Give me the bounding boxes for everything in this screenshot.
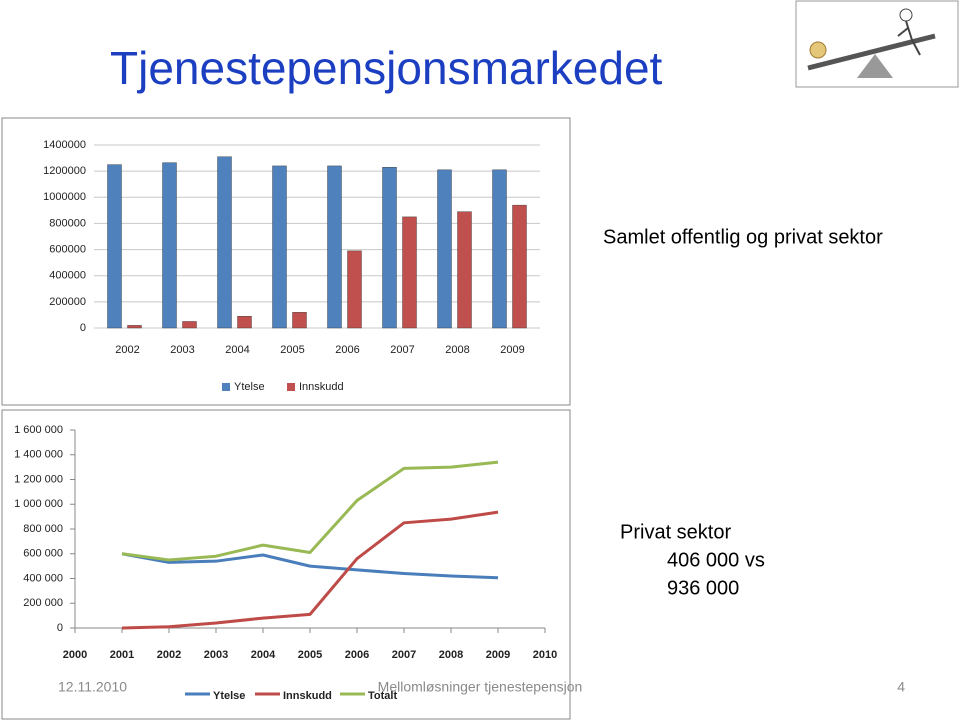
note: Samlet offentlig og privat sektor [603,226,883,248]
legend-label: Ytelse [213,690,245,702]
x-tick-label: 2009 [500,344,524,356]
chart-frame [1,117,571,406]
bar [127,325,142,329]
line [121,510,499,630]
y-tick-label: 1 000 000 [14,498,63,510]
x-tick-label: 2004 [251,649,276,661]
x-tick-label: 2000 [63,649,87,661]
legend-label: Ytelse [234,381,265,393]
slide-title: Tjenestepensjonsmarkedet [110,42,663,94]
line [121,460,499,562]
bar [292,312,307,329]
x-tick-label: 2007 [392,649,416,661]
x-tick-label: 2005 [298,649,322,661]
bar [327,165,342,329]
legend-label: Totalt [368,690,397,702]
bar [347,250,362,329]
y-tick-label: 1 400 000 [14,449,63,461]
y-tick-label: 1400000 [43,139,86,151]
bar [512,204,527,329]
footer-text: Mellomløsninger tjenestepensjon [378,679,583,695]
y-tick-label: 1 600 000 [14,424,63,436]
x-tick-label: 2002 [157,649,181,661]
note: 936 000 [667,577,739,599]
x-tick-label: 2007 [390,344,414,356]
bar [437,169,452,329]
bar [162,162,177,329]
x-tick-label: 2006 [335,344,359,356]
seesaw-icon [795,0,959,88]
x-tick-label: 2002 [115,344,139,356]
x-tick-label: 2005 [280,344,304,356]
y-tick-label: 600 000 [23,548,63,560]
chart-frame [1,409,571,720]
y-tick-label: 800 000 [23,523,63,535]
y-tick-label: 0 [80,322,86,334]
x-tick-label: 2003 [204,649,228,661]
y-tick-label: 200 000 [23,597,63,609]
y-tick-label: 1 200 000 [14,473,63,485]
bar [492,169,507,329]
bar [272,165,287,329]
legend-label: Innskudd [283,690,332,702]
x-tick-label: 2008 [445,344,469,356]
legend-swatch [287,383,295,391]
bar [182,321,197,329]
x-tick-label: 2003 [170,344,194,356]
legend-label: Innskudd [299,381,344,393]
bar [402,216,417,329]
page-number: 4 [897,679,905,695]
y-tick-label: 200000 [49,296,86,308]
bar [237,316,252,329]
note: 406 000 vs [667,549,765,571]
x-tick-label: 2006 [345,649,369,661]
x-tick-label: 2004 [225,344,249,356]
line [121,552,499,580]
footer-date: 12.11.2010 [58,679,127,695]
y-tick-label: 800000 [49,217,86,229]
y-tick-label: 1200000 [43,165,86,177]
y-tick-label: 0 [57,622,63,634]
x-tick-label: 2001 [110,649,134,661]
x-tick-label: 2010 [533,649,557,661]
bar [382,167,397,329]
y-tick-label: 400000 [49,270,86,282]
bar [217,156,232,329]
bar [107,164,122,329]
y-tick-label: 400 000 [23,572,63,584]
x-tick-label: 2009 [486,649,510,661]
y-tick-label: 600000 [49,243,86,255]
x-tick-label: 2008 [439,649,463,661]
bar [457,211,472,329]
note: Privat sektor [620,521,731,543]
legend-swatch [222,383,230,391]
y-tick-label: 1000000 [43,191,86,203]
